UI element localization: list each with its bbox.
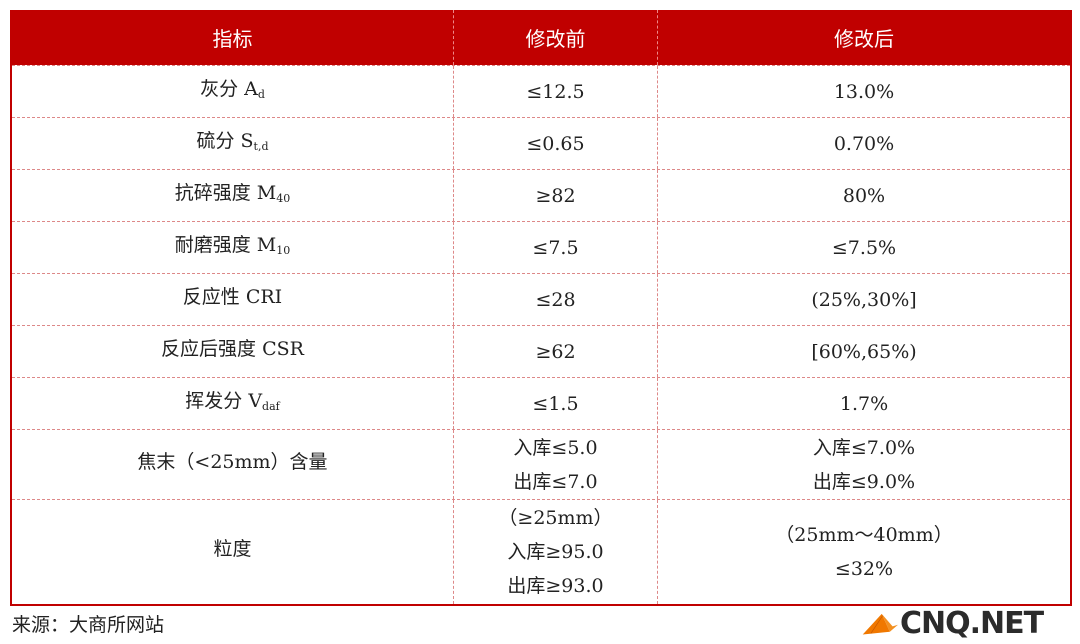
after-cell: 入库≤7.0% 出库≤9.0% <box>658 430 1070 499</box>
header-after: 修改后 <box>834 27 894 51</box>
before-value: ≥82 <box>535 184 576 207</box>
indicator-subscript: 10 <box>276 243 291 257</box>
after-cell: ≤7.5% <box>658 222 1070 273</box>
before-cell: ≤0.65 <box>454 118 658 169</box>
after-value: 13.0% <box>833 80 895 103</box>
before-cell: ≤12.5 <box>454 66 658 117</box>
before-cell: ≤1.5 <box>454 378 658 429</box>
indicator-subscript: daf <box>262 399 280 413</box>
source-note: 来源：大商所网站 <box>12 614 165 636</box>
indicator-cell: 耐磨强度 M10 <box>12 222 454 273</box>
table-row: 焦末（<25mm）含量 入库≤5.0 出库≤7.0 入库≤7.0% 出库≤9.0% <box>12 429 1070 499</box>
after-value: ≤32% <box>834 558 894 580</box>
after-value: （25mm～40mm） <box>775 524 953 546</box>
after-value: 80% <box>842 184 886 207</box>
before-value: （≥25mm） <box>498 507 613 529</box>
indicator-label: 挥发分 Vdaf <box>185 384 279 424</box>
table-row: 反应后强度 CSR ≥62 [60%,65%) <box>12 325 1070 377</box>
indicator-cell: 焦末（<25mm）含量 <box>12 430 454 499</box>
before-value: ≤7.5 <box>532 236 579 259</box>
indicator-cell: 反应后强度 CSR <box>12 326 454 377</box>
table-row: 粒度 （≥25mm） 入库≥95.0 出库≥93.0 （25mm～40mm） ≤32% <box>12 499 1070 604</box>
after-value: 1.7% <box>839 392 889 415</box>
table-row: 反应性 CRI ≤28 (25%,30%] <box>12 273 1070 325</box>
indicator-name: 耐磨强度 M <box>174 233 277 256</box>
watermark-text: CNQ.NET <box>900 606 1044 641</box>
indicator-label: 灰分 Ad <box>200 72 265 112</box>
before-value: ≥62 <box>535 340 576 363</box>
coke-spec-table: 指标 修改前 修改后 灰分 Ad ≤12.5 13.0% 硫分 St,d ≤0.65 0.… <box>10 10 1072 606</box>
before-cell: ≥82 <box>454 170 658 221</box>
indicator-name: 反应后强度 CSR <box>161 337 304 360</box>
after-cell: 0.70% <box>658 118 1070 169</box>
indicator-label: 反应后强度 CSR <box>161 332 304 372</box>
after-value: 0.70% <box>833 132 895 155</box>
indicator-label: 反应性 CRI <box>183 280 282 320</box>
indicator-subscript: d <box>257 87 265 101</box>
indicator-name: 反应性 CRI <box>182 285 283 308</box>
table-body: 灰分 Ad ≤12.5 13.0% 硫分 St,d ≤0.65 0.70% 抗碎强度 M40… <box>12 65 1070 604</box>
indicator-cell: 反应性 CRI <box>12 274 454 325</box>
after-cell: [60%,65%) <box>658 326 1070 377</box>
indicator-subscript: t,d <box>253 139 269 153</box>
origami-bird-logo-icon <box>862 613 898 635</box>
before-value: 入库≥95.0 <box>507 541 604 563</box>
after-value: [60%,65%) <box>811 340 917 363</box>
indicator-name: 挥发分 V <box>185 389 263 412</box>
after-cell: 13.0% <box>658 66 1070 117</box>
header-indicator: 指标 <box>12 10 454 65</box>
before-value: ≤1.5 <box>532 392 579 415</box>
table-row: 灰分 Ad ≤12.5 13.0% <box>12 65 1070 117</box>
table-row: 抗碎强度 M40 ≥82 80% <box>12 169 1070 221</box>
table-row: 耐磨强度 M10 ≤7.5 ≤7.5% <box>12 221 1070 273</box>
indicator-name: 灰分 A <box>200 77 258 100</box>
cnq-watermark: CNQ.NET <box>860 606 1075 644</box>
after-cell: 1.7% <box>658 378 1070 429</box>
indicator-cell: 硫分 St,d <box>12 118 454 169</box>
before-value: ≤28 <box>535 288 576 311</box>
indicator-cell: 抗碎强度 M40 <box>12 170 454 221</box>
after-cell: （25mm～40mm） ≤32% <box>658 500 1070 604</box>
indicator-cell: 粒度 <box>12 500 454 604</box>
indicator-label: 硫分 St,d <box>196 124 268 164</box>
after-value: (25%,30%] <box>811 288 917 311</box>
after-cell: 80% <box>658 170 1070 221</box>
after-cell: (25%,30%] <box>658 274 1070 325</box>
indicator-label: 焦末（<25mm）含量 <box>137 445 327 485</box>
before-cell: ≤7.5 <box>454 222 658 273</box>
indicator-cell: 灰分 Ad <box>12 66 454 117</box>
after-value: ≤7.5% <box>831 236 897 259</box>
before-value: ≤12.5 <box>526 80 585 103</box>
indicator-name: 抗碎强度 M <box>174 181 277 204</box>
before-value: 出库≥93.0 <box>507 575 604 597</box>
indicator-name: 粒度 <box>213 538 252 560</box>
table-header: 指标 修改前 修改后 <box>12 10 1070 65</box>
indicator-cell: 挥发分 Vdaf <box>12 378 454 429</box>
table-row: 挥发分 Vdaf ≤1.5 1.7% <box>12 377 1070 429</box>
before-cell: ≥62 <box>454 326 658 377</box>
indicator-subscript: 40 <box>276 191 291 205</box>
before-cell: ≤28 <box>454 274 658 325</box>
indicator-name: 硫分 S <box>196 129 254 152</box>
indicator-label: 粒度 <box>213 532 251 572</box>
before-value: 入库≤5.0 <box>513 436 598 459</box>
table-row: 硫分 St,d ≤0.65 0.70% <box>12 117 1070 169</box>
after-value: 出库≤9.0% <box>812 470 916 493</box>
before-cell: 入库≤5.0 出库≤7.0 <box>454 430 658 499</box>
after-value: 入库≤7.0% <box>812 436 916 459</box>
indicator-label: 耐磨强度 M10 <box>175 228 291 268</box>
before-value: ≤0.65 <box>526 132 585 155</box>
indicator-name: 焦末（<25mm）含量 <box>137 450 328 473</box>
before-cell: （≥25mm） 入库≥95.0 出库≥93.0 <box>454 500 658 604</box>
indicator-label: 抗碎强度 M40 <box>175 176 291 216</box>
header-before: 修改前 <box>454 10 658 65</box>
before-value: 出库≤7.0 <box>513 470 598 493</box>
